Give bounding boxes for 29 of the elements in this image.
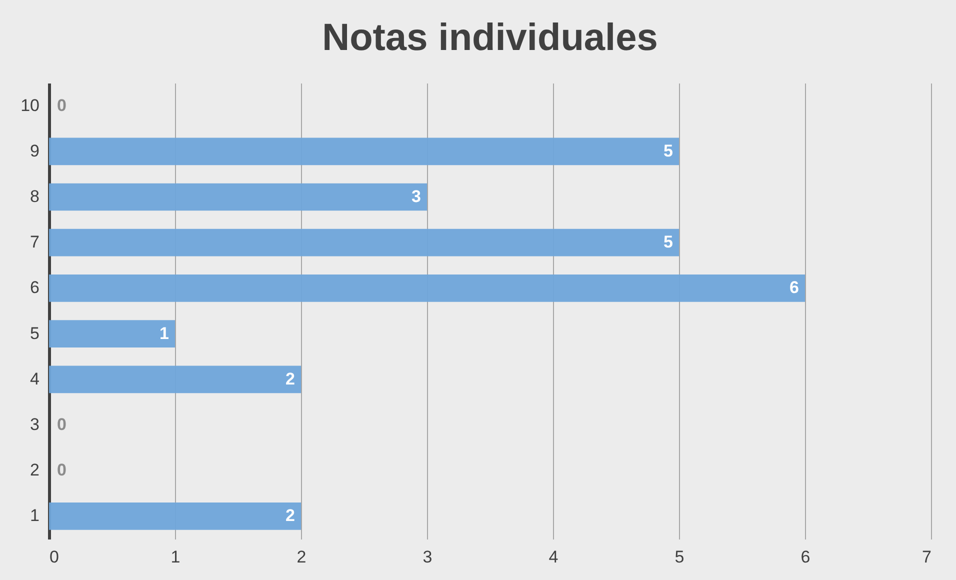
y-tick-label: 6 (30, 278, 40, 298)
data-label: 2 (286, 369, 295, 388)
data-label: 5 (664, 141, 673, 160)
data-label: 1 (160, 324, 169, 343)
data-label: 0 (57, 96, 66, 115)
x-tick-label: 3 (422, 548, 432, 566)
x-tick-label: 6 (800, 548, 810, 566)
y-tick-label: 4 (30, 369, 40, 388)
y-tick-label: 5 (30, 324, 40, 343)
x-tick-label: 2 (296, 548, 306, 566)
y-tick-label: 7 (30, 232, 40, 252)
x-tick-label: 7 (922, 548, 932, 566)
y-tick-label: 8 (30, 187, 40, 206)
data-label: 3 (412, 187, 421, 206)
data-label: 6 (790, 278, 799, 298)
y-tick-label: 1 (30, 506, 40, 526)
x-tick-label: 1 (170, 548, 180, 566)
x-tick-label: 0 (50, 548, 59, 566)
y-tick-label: 2 (30, 460, 40, 480)
x-tick-label: 5 (674, 548, 684, 566)
y-tick-label: 3 (30, 415, 40, 434)
data-label: 0 (57, 460, 66, 480)
data-label: 0 (57, 415, 66, 434)
x-tick-label: 4 (548, 548, 558, 566)
y-tick-label: 9 (30, 141, 40, 160)
data-label: 2 (286, 506, 295, 526)
data-label: 5 (664, 232, 673, 252)
chart-title: Notas individuales (322, 17, 658, 59)
y-tick-label: 10 (20, 96, 40, 115)
